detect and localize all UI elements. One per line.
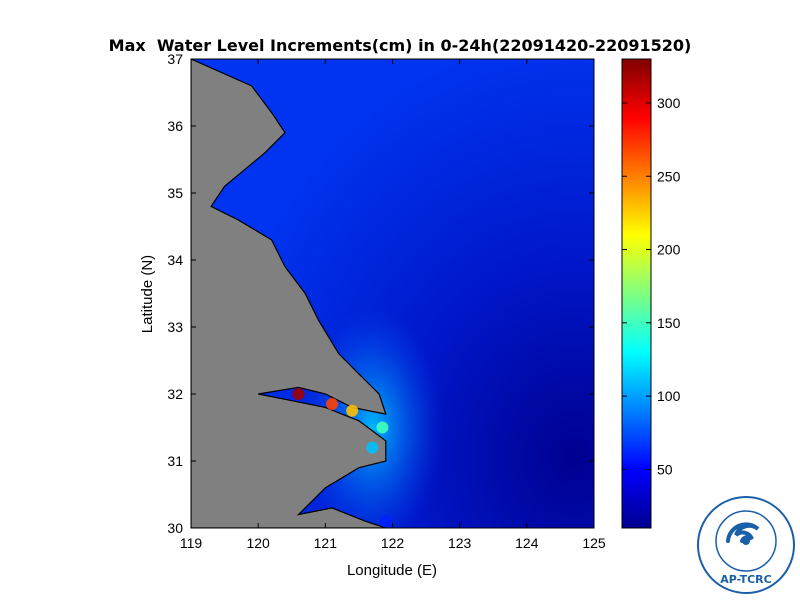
y-tick-label: 34	[167, 252, 183, 268]
estuary-hotspots	[292, 388, 392, 528]
y-tick-label: 31	[167, 453, 183, 469]
colorbar-tick-label: 250	[657, 168, 681, 184]
hotspot	[379, 515, 392, 528]
colorbar-gradient	[621, 58, 652, 529]
y-tick-label: 32	[167, 386, 183, 402]
colorbar-tick-label: 150	[657, 315, 681, 331]
hotspot	[376, 421, 389, 434]
colorbar-tick-label: 50	[657, 461, 673, 477]
y-tick-label: 36	[167, 118, 183, 134]
colorbar: 50 100 150 200 250 300	[621, 58, 681, 529]
x-tick-label: 119	[180, 535, 203, 551]
colorbar-tick-label: 300	[657, 95, 681, 111]
land-area	[191, 59, 387, 528]
x-axis-label: Longitude (E)	[347, 562, 437, 579]
colorbar-tick-label: 100	[657, 388, 681, 404]
ap-tcrc-logo: AP-TCRC	[697, 496, 795, 594]
chart-title: Max Water Level Increments(cm) in 0-24h(…	[108, 36, 692, 55]
x-tick-label: 122	[381, 535, 405, 551]
landmass	[191, 59, 387, 528]
hotspot	[326, 398, 339, 411]
colorbar-ticks: 50 100 150 200 250 300	[622, 95, 681, 477]
x-tick-label: 121	[314, 535, 338, 551]
y-tick-label: 30	[167, 520, 183, 536]
y-axis-label: Latitude (N)	[139, 255, 156, 333]
y-tick-label: 37	[167, 51, 183, 67]
colorbar-tick-label: 200	[657, 242, 681, 258]
x-tick-label: 125	[582, 535, 606, 551]
y-tick-label: 35	[167, 185, 183, 201]
hotspot	[292, 388, 305, 400]
hotspot	[366, 441, 379, 454]
x-tick-label: 123	[448, 535, 472, 551]
y-tick-label: 33	[167, 319, 183, 335]
plot-area: 119 120 121 122 123 124 125 30 31 32 33 34 35 36 37	[167, 51, 605, 551]
x-axis-ticks: 119 120 121 122 123 124 125	[180, 59, 606, 551]
x-tick-label: 120	[246, 535, 270, 551]
logo-text: AP-TCRC	[720, 573, 771, 586]
x-tick-label: 124	[515, 535, 539, 551]
y-axis-ticks: 30 31 32 33 34 35 36 37	[167, 51, 594, 536]
hotspot	[346, 404, 359, 417]
